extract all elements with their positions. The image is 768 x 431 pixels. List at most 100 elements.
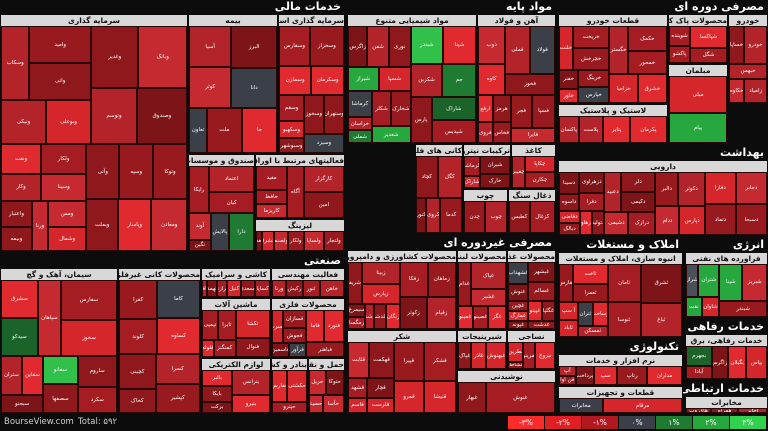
stock-tile[interactable]: ولساپا <box>303 231 324 251</box>
stock-tile[interactable]: حآسا <box>322 394 344 413</box>
industry-block[interactable]: سیمان، آهک و گچ سفارس سخوز سپاهان سشرق سیدکو س… <box>0 268 118 414</box>
stock-tile[interactable]: دتولید <box>591 211 605 235</box>
stock-tile[interactable]: حکشتی <box>287 370 307 402</box>
stock-tile[interactable]: وکار <box>1 174 42 201</box>
stock-tile[interactable]: فباهنر <box>306 342 344 357</box>
industry-block[interactable]: شیرینیجات غبهنوش غاذر غپاک <box>457 330 507 370</box>
stock-tile[interactable]: شاراک <box>431 97 476 121</box>
industry-title[interactable]: مواد شیمیایی متنوع <box>348 15 476 26</box>
stock-tile[interactable]: کرماشا <box>464 156 481 177</box>
stock-tile[interactable]: کچینی <box>119 354 156 390</box>
stock-tile[interactable]: کپشیر <box>155 383 200 413</box>
stock-tile[interactable]: خزامیا <box>609 74 638 103</box>
industry-title[interactable]: خدمات رفاهی، برق <box>686 335 767 346</box>
stock-tile[interactable]: پیام <box>669 113 727 143</box>
stock-tile[interactable]: فن آوا <box>559 375 576 385</box>
stock-tile[interactable]: کاوه <box>478 63 506 96</box>
stock-tile[interactable]: پارس <box>410 97 432 143</box>
stock-tile[interactable]: وسمازن <box>279 66 312 95</box>
stock-tile[interactable]: کطبس <box>509 201 530 233</box>
stock-tile[interactable]: وسخراز <box>309 26 344 67</box>
stock-tile[interactable]: کمنگنز <box>213 339 236 357</box>
stock-tile[interactable]: وسینا <box>41 173 87 201</box>
stock-tile[interactable]: خلنت <box>559 26 573 70</box>
stock-tile[interactable]: وسیزد <box>304 133 344 153</box>
stock-tile[interactable]: خراسان <box>348 116 372 131</box>
industry-title[interactable]: لاستیک و پلاستیک <box>559 105 667 116</box>
stock-tile[interactable]: شبریز <box>742 264 767 301</box>
stock-tile[interactable]: خپارس <box>578 86 610 103</box>
stock-tile[interactable]: کاما <box>157 280 200 319</box>
stock-tile[interactable]: آ سپ <box>559 302 579 320</box>
stock-tile[interactable]: دلر <box>620 172 656 192</box>
stock-tile[interactable]: دسینا <box>559 172 580 194</box>
industry-block[interactable]: بنادر و کشتیرانیحکشتیحفارسحپترو <box>271 358 308 414</box>
stock-tile[interactable]: ستران <box>1 355 22 395</box>
industry-title[interactable]: بیمه <box>189 15 277 26</box>
stock-tile[interactable]: پتایر <box>603 116 630 143</box>
stock-tile[interactable]: همراه <box>710 408 739 413</box>
stock-tile[interactable]: بپاس <box>746 346 767 379</box>
stock-tile[interactable]: شپدیس <box>431 120 476 143</box>
industry-title[interactable]: بنادر و کشتیرانی <box>272 359 307 370</box>
stock-tile[interactable]: قشکر <box>423 342 456 381</box>
sector-title[interactable]: املاک و مستغلات <box>558 238 683 252</box>
stock-tile[interactable]: سشرق <box>1 280 38 319</box>
stock-tile[interactable]: قلرست <box>367 397 394 413</box>
industry-title[interactable]: مبلمان <box>669 65 727 76</box>
stock-tile[interactable]: نگین <box>189 239 211 251</box>
industry-block[interactable]: شکر قشکر قپیرا قنیشا قمرو قهکمت قثابت قچار قلرست… <box>347 330 457 414</box>
stock-tile[interactable]: غدام <box>458 262 471 306</box>
stock-tile[interactable]: ددام <box>655 206 680 235</box>
stock-tile[interactable]: ونیکی <box>1 99 47 145</box>
stock-tile[interactable]: غمارگ <box>508 311 529 322</box>
stock-tile[interactable]: مداران <box>646 366 682 385</box>
industry-title[interactable]: کانی های فلزی <box>416 145 462 156</box>
stock-tile[interactable]: حپترو <box>272 401 307 413</box>
stock-tile[interactable]: برکت <box>202 401 233 413</box>
industry-block[interactable]: کاغذ چکاپا چکارن چفیبر <box>511 144 556 189</box>
stock-tile[interactable]: خرینگ <box>578 69 610 87</box>
stock-tile[interactable]: فنوال <box>235 337 270 357</box>
stock-tile[interactable]: پلاست <box>578 116 604 143</box>
stock-tile[interactable]: کنور <box>416 197 427 233</box>
stock-tile[interactable]: کساوه <box>157 318 200 355</box>
industry-block[interactable]: مبلمان مبلی پیام <box>668 64 728 144</box>
stock-tile[interactable]: کلوند <box>119 319 158 355</box>
industry-block[interactable]: سرمایه گذاری استانیوسخرازوسفارسوسکرمانوس… <box>278 14 345 154</box>
stock-tile[interactable]: وسخوز <box>304 94 324 134</box>
stock-tile[interactable]: خاهن <box>319 280 344 297</box>
stock-tile[interactable]: ثنوسا <box>607 302 641 337</box>
stock-tile[interactable]: چفیبر <box>512 156 525 188</box>
sector-title[interactable]: بهداشت <box>558 146 768 160</box>
stock-tile[interactable]: رکیش <box>286 280 303 297</box>
stock-tile[interactable]: نوری <box>388 26 411 68</box>
sector-title[interactable]: تکنولوژی <box>558 340 683 354</box>
industry-block[interactable]: قطعات خودرو خکمک خمحور خگستر خشرق خزامیا خریخت… <box>558 14 668 104</box>
stock-tile[interactable]: ارفع <box>478 95 493 123</box>
stock-tile[interactable]: ورنا <box>272 280 287 297</box>
stock-tile[interactable]: کیان <box>209 191 254 214</box>
stock-tile[interactable]: کرازی <box>216 280 228 297</box>
stock-tile[interactable]: فولاد <box>529 26 555 74</box>
stock-tile[interactable]: فخاس <box>492 122 511 143</box>
stock-tile[interactable]: شپنا <box>443 26 476 64</box>
stock-tile[interactable]: ثشرق <box>640 264 682 303</box>
stock-tile[interactable]: سکرد <box>77 387 117 413</box>
stock-tile[interactable]: وسکرمان <box>311 66 344 95</box>
stock-tile[interactable]: واعتبار <box>1 200 32 227</box>
stock-tile[interactable]: پاکسان <box>559 116 579 143</box>
stock-tile[interactable]: ما <box>241 107 277 153</box>
stock-tile[interactable]: مخابرات <box>559 398 604 413</box>
stock-tile[interactable]: غگلپا <box>541 300 555 321</box>
industry-title[interactable]: قطعات و تجهیزات <box>559 387 682 398</box>
industry-title[interactable]: خودرو <box>729 15 767 26</box>
stock-tile[interactable]: خکاوه <box>729 78 745 103</box>
stock-tile[interactable]: خارک <box>480 174 510 188</box>
stock-tile[interactable]: فخوز <box>505 73 555 96</box>
stock-tile[interactable]: غچین <box>508 300 529 312</box>
stock-tile[interactable]: ولکار <box>287 231 304 251</box>
stock-tile[interactable]: کاریزما <box>256 204 288 218</box>
industry-block[interactable]: خدمات رفاهی، برقبپاسبگیلانبزاگرسبجهرمآبا… <box>685 334 768 380</box>
stock-tile[interactable]: غپاک <box>470 262 506 290</box>
